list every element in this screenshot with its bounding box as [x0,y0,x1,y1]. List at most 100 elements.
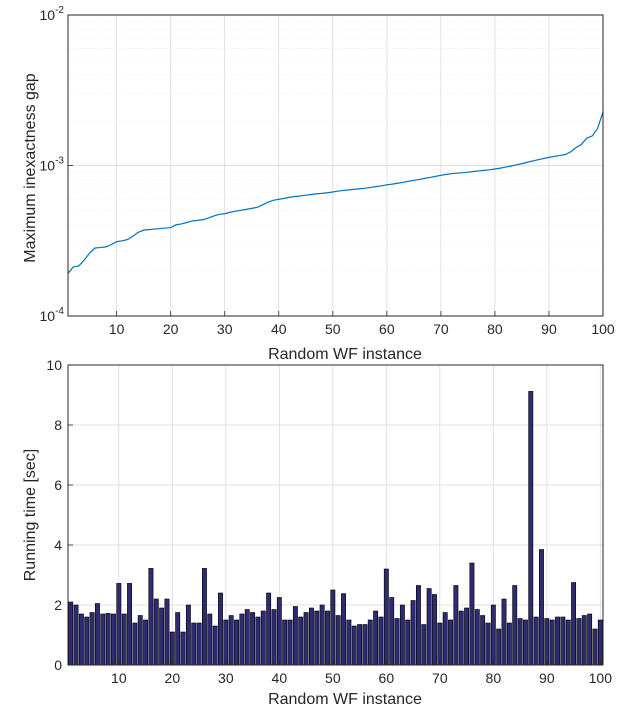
runtime-bar [421,624,427,666]
runtime-bar [565,619,571,666]
gap-chart-x-ticks: 10 20 30 40 50 60 70 80 90 100 [109,311,615,337]
runtime-bar [94,603,100,666]
runtime-x-tick-label: 30 [218,670,234,686]
runtime-x-tick-label: 10 [111,670,127,686]
runtime-bar [506,622,512,666]
runtime-bar [159,607,165,666]
runtime-y-tick-label: 4 [54,537,62,553]
runtime-chart-grid [68,364,603,666]
runtime-bar [351,625,357,666]
runtime-x-tick-label: 90 [539,670,555,686]
runtime-bar [367,619,373,666]
runtime-bar [244,609,250,666]
runtime-y-tick-label: 2 [54,597,62,613]
runtime-bar [512,585,518,666]
runtime-bar [448,619,453,666]
gap-chart-grid [68,14,604,317]
runtime-bar [175,612,181,666]
gap-x-tick-label: 30 [217,321,233,337]
runtime-chart-x-label: Random WF instance [268,691,422,708]
runtime-x-tick-label: 50 [325,670,341,686]
runtime-bar [201,568,207,666]
runtime-bar [362,624,368,666]
runtime-bar [180,631,186,666]
gap-chart: 10 20 30 40 50 60 70 80 90 100 10-4 10-3 10-2 Rando… [22,5,615,363]
runtime-bar [378,616,384,666]
runtime-bar [239,613,245,666]
gap-chart-y-ticks: 10-4 10-3 10-2 [40,5,73,324]
runtime-bar [490,604,496,666]
gap-x-tick-label: 80 [487,321,503,337]
runtime-bar [132,622,138,666]
runtime-bar [522,619,528,666]
gap-x-tick-label: 70 [433,321,449,337]
runtime-y-tick-label: 6 [54,477,62,493]
runtime-bar [121,613,127,666]
runtime-bar [405,619,411,666]
runtime-bar [592,628,598,666]
runtime-bar [480,615,486,666]
runtime-bar [581,615,587,666]
runtime-bar [314,610,320,666]
gap-y-tick-label: 10-3 [40,156,65,174]
gap-y-tick-label: 10-4 [40,306,65,324]
runtime-bar [555,616,560,666]
runtime-bar [78,613,84,666]
gap-chart-y-label: Maximum inexactness gap [22,73,39,263]
runtime-bars [68,391,603,666]
runtime-chart: 10 20 30 40 50 60 70 80 90 100 0 2 4 6 8 10 Random WF … [22,357,612,708]
runtime-bar [442,612,448,666]
gap-chart-x-label: Random WF instance [268,346,422,363]
runtime-bar [84,616,90,666]
runtime-bar [89,612,95,666]
runtime-bar [485,622,491,666]
runtime-bar [373,610,379,666]
runtime-bar [100,613,106,666]
runtime-bar [325,610,330,666]
runtime-bar [282,619,288,666]
runtime-bar [341,593,346,666]
runtime-bar [399,604,405,666]
runtime-bar [576,618,582,666]
gap-y-tick-label: 10-2 [40,5,65,23]
runtime-bar [501,598,507,666]
runtime-bar [539,549,544,666]
runtime-bar [276,597,282,666]
runtime-bar [196,622,202,666]
gap-x-tick-label: 40 [271,321,287,337]
runtime-bar [127,583,132,666]
runtime-bar [544,618,550,666]
runtime-x-tick-label: 80 [486,670,502,686]
runtime-x-tick-label: 100 [589,670,613,686]
gap-x-tick-label: 20 [163,321,179,337]
runtime-bar [287,619,293,666]
runtime-bar [164,598,170,666]
gap-x-tick-label: 100 [591,321,615,337]
runtime-bar [207,613,213,666]
runtime-bar [303,612,309,666]
runtime-bar [437,622,443,666]
runtime-bar [137,615,143,666]
runtime-bar [111,613,116,666]
runtime-bar [308,607,314,666]
runtime-bar [191,622,197,666]
runtime-bar [335,615,341,666]
runtime-x-tick-label: 40 [272,670,288,686]
runtime-bar [346,619,352,666]
runtime-bar [415,585,421,666]
runtime-bar [383,568,389,666]
runtime-bar [266,592,272,666]
runtime-bar [234,619,239,666]
runtime-y-tick-label: 10 [46,357,62,373]
runtime-y-tick-label: 0 [54,657,62,673]
runtime-bar [250,612,256,666]
runtime-bar [453,585,459,666]
runtime-bar [185,604,191,666]
runtime-bar [458,610,464,666]
runtime-bar [469,562,475,666]
runtime-bar [394,618,400,666]
runtime-bar [105,613,111,666]
runtime-bar [496,628,502,666]
runtime-bar [228,615,234,666]
